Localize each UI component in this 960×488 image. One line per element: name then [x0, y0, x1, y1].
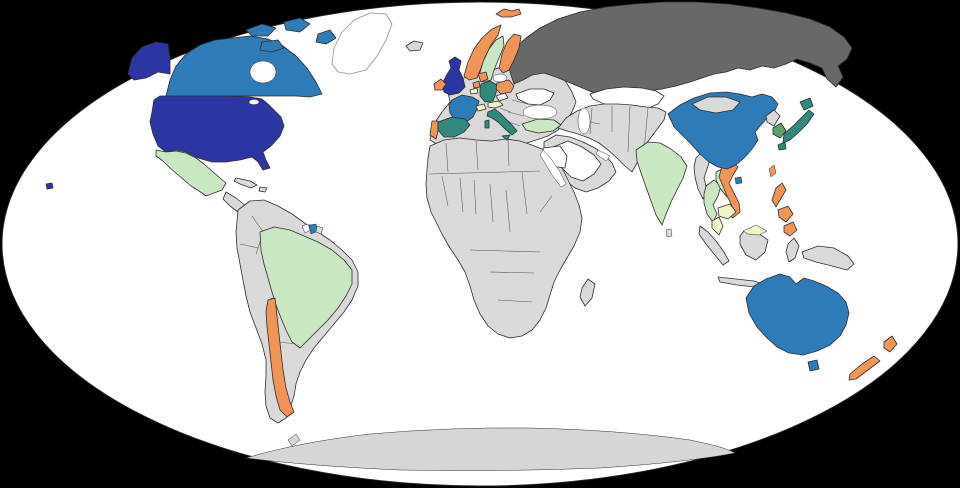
- region-africa-other: [425, 137, 583, 339]
- country-mexico: [155, 149, 227, 197]
- country-czechia: [495, 92, 509, 102]
- region-north-america: [45, 17, 337, 217]
- country-sri-lanka: [665, 228, 673, 238]
- country-finland: [498, 33, 522, 74]
- country-united-kingdom: [441, 56, 466, 96]
- caspian-sea: [577, 107, 591, 135]
- country-india: [635, 141, 688, 226]
- country-united-states-hawaii: [45, 182, 54, 190]
- country-portugal: [429, 120, 439, 140]
- asia-borders: [577, 105, 649, 153]
- country-turkey: [521, 118, 562, 134]
- country-japan: [777, 97, 815, 151]
- country-philippines: [771, 182, 798, 237]
- country-france: [448, 94, 480, 124]
- country-united-states-alaska: [127, 41, 171, 81]
- country-new-zealand: [848, 335, 898, 381]
- antarctic-peninsula: [287, 433, 301, 447]
- red-sea: [539, 149, 567, 188]
- region-south-america: [235, 199, 359, 424]
- country-norway: [463, 24, 502, 81]
- island-hispaniola: [258, 186, 268, 193]
- country-australia-tasmania: [807, 359, 820, 372]
- country-cambodia: [717, 203, 737, 220]
- country-madagascar: [579, 278, 596, 307]
- region-south-southeast-asia: [635, 141, 855, 291]
- country-ireland: [433, 78, 447, 91]
- country-antarctica: [245, 427, 736, 471]
- country-australia: [745, 273, 850, 356]
- region-oceania: [745, 273, 898, 381]
- country-north-korea: [765, 109, 781, 127]
- country-chile: [265, 297, 295, 418]
- country-sweden: [478, 35, 505, 83]
- africa-borders: [428, 139, 553, 303]
- great-lakes: [248, 99, 260, 105]
- country-papua-new-guinea: [801, 245, 855, 271]
- black-sea: [522, 104, 558, 120]
- country-switzerland: [475, 103, 487, 112]
- canada-arctic-islands: [245, 17, 337, 53]
- hudson-bay: [249, 60, 277, 84]
- country-vietnam: [718, 160, 741, 219]
- country-brazil: [259, 226, 353, 349]
- country-norway-svalbard: [495, 8, 522, 18]
- country-malaysia: [711, 216, 724, 236]
- country-south-korea: [772, 122, 787, 139]
- country-cuba: [233, 177, 258, 189]
- country-italy: [484, 108, 518, 141]
- country-spain: [437, 116, 471, 138]
- country-china: [667, 91, 779, 170]
- country-poland: [495, 79, 515, 95]
- country-iceland: [405, 40, 424, 52]
- europe-borders: [499, 99, 529, 127]
- country-united-states: [149, 95, 285, 171]
- territory-french-guiana: [315, 225, 324, 235]
- country-china-hainan: [734, 176, 743, 185]
- country-belgium: [469, 87, 479, 95]
- country-austria: [487, 100, 504, 109]
- region-east-asia: [667, 91, 815, 237]
- country-denmark: [477, 71, 489, 83]
- country-mongolia: [691, 96, 741, 114]
- region-europe-countries: [429, 8, 562, 141]
- country-ukraine: [515, 88, 555, 106]
- country-taiwan: [768, 164, 777, 178]
- persian-gulf: [595, 149, 611, 162]
- country-malaysia-borneo: [742, 224, 768, 236]
- country-germany: [479, 80, 498, 103]
- country-greenland: [331, 12, 393, 75]
